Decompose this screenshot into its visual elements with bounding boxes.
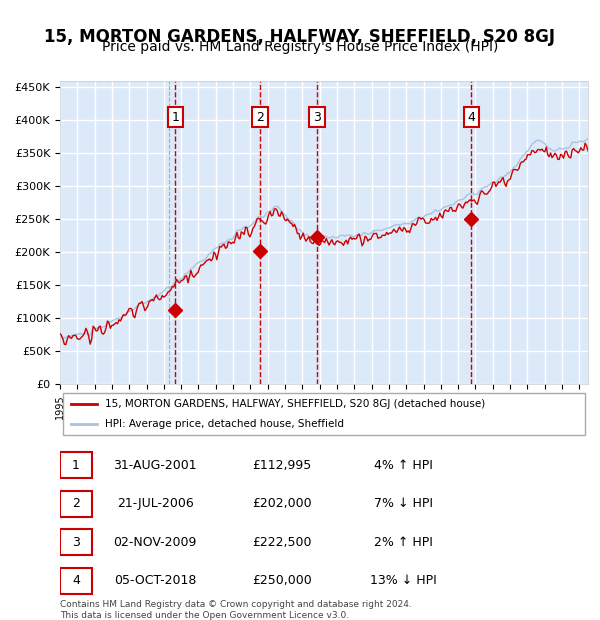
Text: £250,000: £250,000 bbox=[252, 574, 311, 587]
Text: 3: 3 bbox=[72, 536, 80, 549]
Text: Price paid vs. HM Land Registry's House Price Index (HPI): Price paid vs. HM Land Registry's House … bbox=[102, 40, 498, 55]
Text: 3: 3 bbox=[313, 110, 321, 123]
Text: 4% ↑ HPI: 4% ↑ HPI bbox=[374, 459, 433, 472]
FancyBboxPatch shape bbox=[60, 529, 92, 556]
Text: £222,500: £222,500 bbox=[252, 536, 311, 549]
Text: 1: 1 bbox=[72, 459, 80, 472]
Text: 1: 1 bbox=[172, 110, 179, 123]
Text: 2: 2 bbox=[256, 110, 264, 123]
Text: 2: 2 bbox=[72, 497, 80, 510]
FancyBboxPatch shape bbox=[62, 393, 586, 435]
Text: 13% ↓ HPI: 13% ↓ HPI bbox=[370, 574, 437, 587]
Text: 2% ↑ HPI: 2% ↑ HPI bbox=[374, 536, 433, 549]
Text: 21-JUL-2006: 21-JUL-2006 bbox=[116, 497, 193, 510]
Text: 31-AUG-2001: 31-AUG-2001 bbox=[113, 459, 197, 472]
Text: £112,995: £112,995 bbox=[252, 459, 311, 472]
Text: 4: 4 bbox=[72, 574, 80, 587]
Text: 4: 4 bbox=[467, 110, 475, 123]
Text: £202,000: £202,000 bbox=[252, 497, 311, 510]
Text: HPI: Average price, detached house, Sheffield: HPI: Average price, detached house, Shef… bbox=[105, 419, 344, 429]
Text: 02-NOV-2009: 02-NOV-2009 bbox=[113, 536, 197, 549]
FancyBboxPatch shape bbox=[60, 491, 92, 517]
FancyBboxPatch shape bbox=[60, 568, 92, 594]
Text: 15, MORTON GARDENS, HALFWAY, SHEFFIELD, S20 8GJ: 15, MORTON GARDENS, HALFWAY, SHEFFIELD, … bbox=[44, 28, 556, 46]
Text: 05-OCT-2018: 05-OCT-2018 bbox=[114, 574, 196, 587]
Text: Contains HM Land Registry data © Crown copyright and database right 2024.
This d: Contains HM Land Registry data © Crown c… bbox=[60, 600, 412, 619]
FancyBboxPatch shape bbox=[60, 453, 92, 479]
Text: 15, MORTON GARDENS, HALFWAY, SHEFFIELD, S20 8GJ (detached house): 15, MORTON GARDENS, HALFWAY, SHEFFIELD, … bbox=[105, 399, 485, 409]
Text: 7% ↓ HPI: 7% ↓ HPI bbox=[374, 497, 433, 510]
